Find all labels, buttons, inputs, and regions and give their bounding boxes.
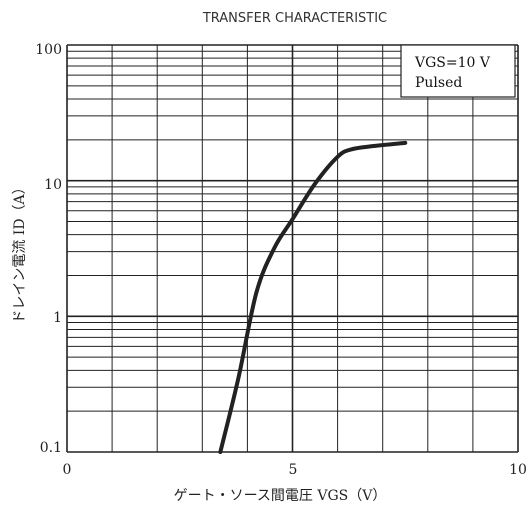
y-tick-label-1: 1 [53, 310, 62, 326]
y-tick-label-100: 100 [35, 42, 62, 58]
x-tick-label-0: 0 [63, 462, 72, 478]
y-tick-label-10: 10 [44, 177, 62, 193]
x-tick-label-10: 10 [509, 462, 527, 478]
x-tick-label-5: 5 [289, 462, 298, 478]
tick-labels: 100 10 1 0.1 0 5 10 [35, 42, 527, 478]
chart-title: TRANSFER CHARACTERISTIC [202, 11, 387, 26]
y-axis-label: ドレイン電流 ID（A） [12, 180, 28, 323]
legend-frame [400, 44, 516, 98]
legend-box: VGS=10 V Pulsed [400, 44, 516, 98]
legend-line-2: Pulsed [415, 75, 462, 91]
y-tick-label-0.1: 0.1 [40, 440, 62, 456]
x-axis-label: ゲート・ソース間電圧 VGS（V） [174, 488, 387, 504]
series-line-0 [218, 140, 408, 454]
legend-line-1: VGS=10 V [414, 55, 491, 71]
grid [66, 44, 519, 453]
series-layer [218, 140, 408, 454]
